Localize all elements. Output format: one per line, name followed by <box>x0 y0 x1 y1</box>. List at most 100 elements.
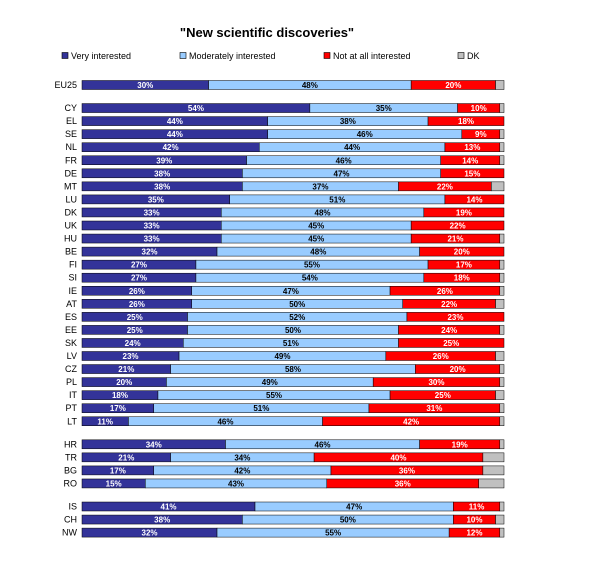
data-label: 10% <box>466 516 482 525</box>
bar-segment-dk <box>495 390 505 400</box>
data-label: 51% <box>283 339 299 348</box>
data-label: 26% <box>437 287 453 296</box>
data-label: 31% <box>426 404 442 413</box>
category-label: CY <box>64 103 77 113</box>
category-label: PL <box>66 377 77 387</box>
category-label: EL <box>66 116 77 126</box>
category-label: BE <box>65 247 77 257</box>
data-label: 26% <box>433 352 449 361</box>
category-label: CZ <box>65 364 77 374</box>
bar-segment-dk <box>499 142 505 152</box>
category-label: NW <box>62 528 77 538</box>
data-label: 11% <box>97 417 113 426</box>
bar-segment-dk <box>499 103 505 113</box>
data-label: 30% <box>137 81 153 90</box>
data-label: 38% <box>154 516 170 525</box>
data-label: 26% <box>129 300 145 309</box>
bar-segment-dk <box>499 439 505 450</box>
data-label: 9% <box>475 130 487 139</box>
data-label: 45% <box>308 222 324 231</box>
data-label: 22% <box>441 300 457 309</box>
data-label: 44% <box>167 117 183 126</box>
category-label: DK <box>64 207 77 217</box>
data-label: 25% <box>435 391 451 400</box>
data-label: 46% <box>217 417 233 426</box>
data-label: 46% <box>336 156 352 165</box>
data-label: 46% <box>357 130 373 139</box>
bar-segment-dk <box>499 377 505 387</box>
data-label: 58% <box>285 365 301 374</box>
category-label: HR <box>64 439 77 449</box>
bar-segment-dk <box>499 364 505 374</box>
data-label: 14% <box>462 156 478 165</box>
bar-segment-not-at-all-interested <box>444 194 505 205</box>
category-label: DE <box>64 168 77 178</box>
data-label: 51% <box>329 195 345 204</box>
legend-swatch-3 <box>457 52 465 59</box>
bar-segment-dk <box>499 403 505 413</box>
bar-segment-dk <box>499 527 505 538</box>
category-label: ES <box>65 312 77 322</box>
legend-label-0: Very interested <box>71 51 131 61</box>
data-label: 26% <box>129 287 145 296</box>
bar-segment-dk <box>499 272 505 283</box>
data-label: 50% <box>340 516 356 525</box>
category-label: IT <box>69 390 78 400</box>
data-label: 12% <box>466 529 482 538</box>
data-label: 43% <box>228 479 244 488</box>
category-label: NL <box>65 142 77 152</box>
data-label: 20% <box>454 248 470 257</box>
bar-segment-dk <box>495 514 505 525</box>
data-label: 40% <box>390 453 406 462</box>
category-label: LU <box>65 194 77 204</box>
data-label: 10% <box>471 104 487 113</box>
legend-label-2: Not at all interested <box>333 51 411 61</box>
bar-segment-not-at-all-interested <box>419 246 505 257</box>
category-label: CH <box>64 515 77 525</box>
data-label: 34% <box>146 440 162 449</box>
data-label: 23% <box>123 352 139 361</box>
data-label: 17% <box>456 261 472 270</box>
data-label: 42% <box>403 417 419 426</box>
bar-segment-dk <box>499 233 505 244</box>
data-label: 38% <box>154 182 170 191</box>
data-label: 25% <box>443 339 459 348</box>
data-label: 21% <box>447 235 463 244</box>
data-label: 33% <box>144 208 160 217</box>
data-label: 27% <box>131 261 147 270</box>
bar-segment-dk <box>499 416 505 426</box>
category-label: EE <box>65 325 77 335</box>
data-label: 36% <box>399 466 415 475</box>
bar-segment-dk <box>495 351 505 361</box>
legend-swatch-0 <box>61 52 69 59</box>
bar-segment-dk <box>495 299 505 309</box>
data-label: 55% <box>266 391 282 400</box>
bar-segment-dk <box>499 155 505 165</box>
category-label: SI <box>68 273 77 283</box>
data-label: 41% <box>161 503 177 512</box>
data-label: 55% <box>304 261 320 270</box>
category-label: LT <box>67 416 77 426</box>
data-label: 47% <box>283 287 299 296</box>
legend-swatch-1 <box>179 52 187 59</box>
category-label: IE <box>68 286 77 296</box>
data-label: 18% <box>112 391 128 400</box>
data-label: 23% <box>447 313 463 322</box>
category-label: BG <box>64 465 77 475</box>
legend-label-3: DK <box>467 51 480 61</box>
data-label: 52% <box>289 313 305 322</box>
data-label: 32% <box>142 529 158 538</box>
data-label: 51% <box>253 404 269 413</box>
data-label: 33% <box>144 235 160 244</box>
category-label: IS <box>68 502 77 512</box>
bar-segment-dk <box>482 465 505 476</box>
category-labels: EU25 CY EL SE NL FR DE MT LU DK UK HU BE FI SI IE AT ES EE… <box>54 80 77 538</box>
data-label: 39% <box>156 156 172 165</box>
data-label: 17% <box>110 466 126 475</box>
data-label: 21% <box>118 453 134 462</box>
category-label: AT <box>66 299 77 309</box>
data-label: 25% <box>127 326 143 335</box>
data-label: 19% <box>456 208 472 217</box>
category-label: LV <box>67 351 77 361</box>
data-label: 50% <box>285 326 301 335</box>
